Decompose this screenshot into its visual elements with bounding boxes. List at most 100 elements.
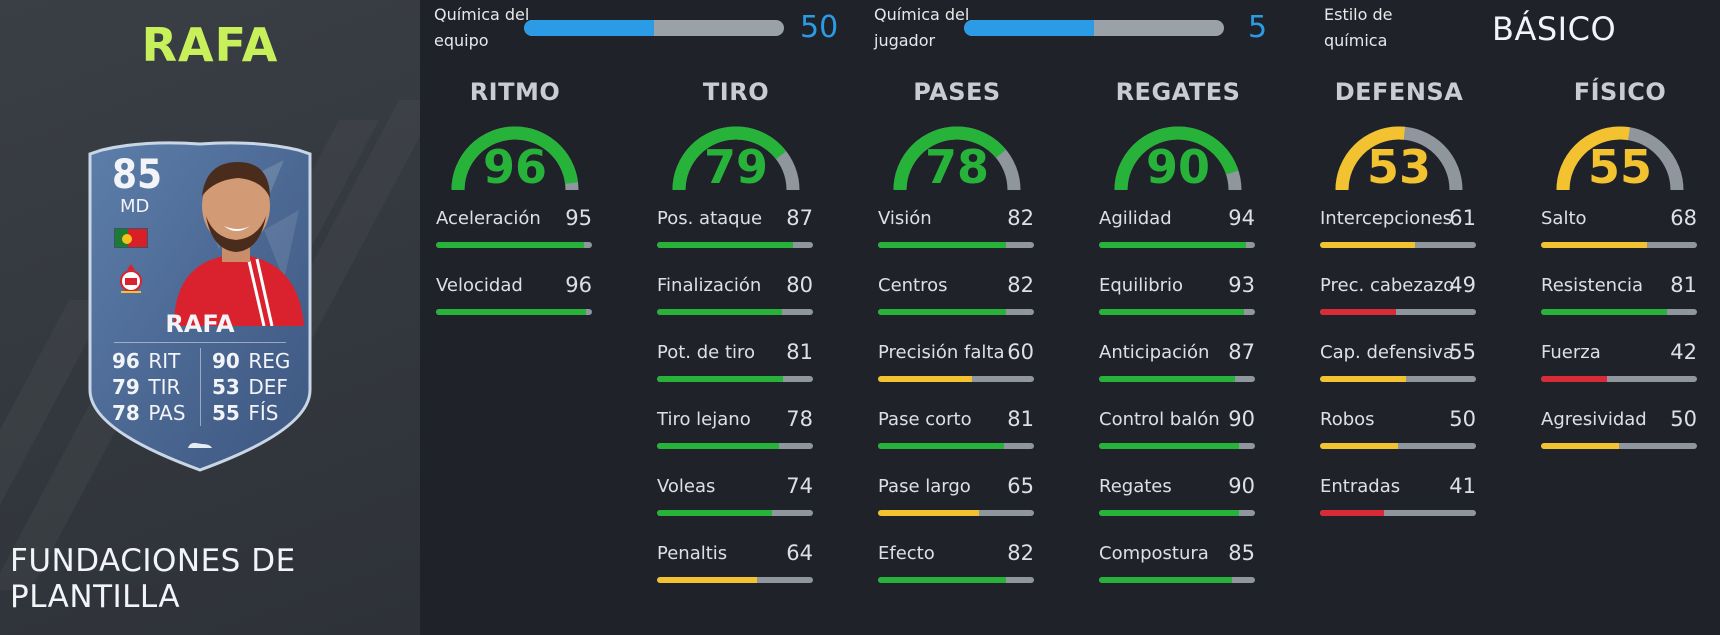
attribute-bar-fill [1320, 242, 1416, 248]
attribute-name: Anticipación [1099, 342, 1210, 363]
category-gauge: 79 [657, 112, 815, 202]
attribute-bar [657, 510, 813, 516]
attribute-name: Equilibrio [1099, 275, 1184, 296]
attribute-bar-fill [1541, 376, 1607, 382]
gauge-arc [893, 126, 1021, 191]
attribute-bar-fill [878, 242, 1006, 248]
attribute-bar-fill [657, 510, 773, 516]
category-gauge: 55 [1541, 112, 1699, 202]
attribute-bar [878, 309, 1034, 315]
attribute-row: Anticipación 87 [1099, 336, 1257, 403]
attribute-bar [878, 577, 1034, 583]
player-photo [174, 162, 304, 326]
attribute-row: Visión 82 [878, 202, 1036, 269]
category-name: TIRO [702, 78, 770, 106]
attribute-row: Agresividad 50 [1541, 403, 1699, 470]
attribute-value: 50 [1670, 407, 1697, 431]
attribute-bar [657, 242, 813, 248]
attribute-name: Voleas [657, 476, 716, 497]
attribute-bar-fill [1320, 510, 1384, 516]
attribute-name: Agilidad [1099, 208, 1172, 229]
attribute-row: Velocidad 96 [436, 269, 594, 336]
category-value: 53 [1366, 140, 1431, 194]
attribute-name: Fuerza [1541, 342, 1601, 363]
attribute-value: 82 [1007, 541, 1034, 565]
attribute-row: Aceleración 95 [436, 202, 594, 269]
category-value: 90 [1145, 140, 1210, 194]
player-card[interactable]: 85 MD RAFA 96 RIT 79 TIR 78 PAS 90 REG 5… [84, 140, 316, 476]
attribute-name: Regates [1099, 476, 1172, 497]
attribute-bar [1541, 242, 1697, 248]
attribute-value: 87 [786, 206, 813, 230]
card-divider [114, 342, 286, 343]
attribute-bar-fill [878, 309, 1006, 315]
gauge-fill [1556, 126, 1684, 191]
attribute-bar-fill [657, 577, 757, 583]
attribute-value: 64 [786, 541, 813, 565]
attribute-row: Agilidad 94 [1099, 202, 1257, 269]
attribute-bar-fill [436, 242, 585, 248]
stat-column-1: TIRO 79 Pos. ataque 87 Finalización 80 Pot. de… [657, 78, 815, 604]
attribute-value: 90 [1228, 474, 1255, 498]
attribute-name: Robos [1320, 409, 1375, 430]
portugal-flag-icon [114, 228, 148, 248]
card-stat: 53 DEF [212, 375, 288, 399]
category-value: 96 [482, 140, 547, 194]
attribute-row: Robos 50 [1320, 403, 1478, 470]
attribute-value: 82 [1007, 273, 1034, 297]
benfica-crest-icon [120, 264, 142, 293]
attribute-name: Visión [878, 208, 932, 229]
card-type-title: FUNDACIONES DE PLANTILLA [10, 543, 296, 615]
attribute-row: Resistencia 81 [1541, 269, 1699, 336]
attribute-value: 87 [1228, 340, 1255, 364]
attribute-bar [1099, 376, 1255, 382]
category-name: DEFENSA [1334, 78, 1464, 106]
card-player-name: RAFA [165, 310, 235, 338]
attribute-name: Intercepciones [1320, 208, 1453, 229]
category-gauge: 96 [436, 112, 594, 202]
attribute-bar [1320, 309, 1476, 315]
player-chemistry-label: Química del jugador [874, 5, 970, 50]
attribute-name: Velocidad [436, 275, 523, 296]
attribute-bar-fill [878, 577, 1006, 583]
team-chemistry-value: 50 [800, 10, 839, 45]
attribute-bar-fill [1099, 376, 1235, 382]
attribute-value: 81 [1007, 407, 1034, 431]
attribute-name: Precisión falta [878, 342, 1005, 363]
attribute-row: Salto 68 [1541, 202, 1699, 269]
stat-column-4: DEFENSA 53 Intercepciones 61 Prec. cabezazo 4… [1320, 78, 1478, 537]
attribute-name: Cap. defensiva [1320, 342, 1454, 363]
player-panel: RAFA 85 MD [0, 0, 420, 635]
attribute-name: Pot. de tiro [657, 342, 756, 363]
attribute-bar [1099, 577, 1255, 583]
attribute-bar-fill [1099, 309, 1245, 315]
gauge-arc [672, 126, 800, 191]
attribute-bar-fill [878, 510, 980, 516]
gauge-fill [893, 126, 1021, 191]
card-divider [200, 348, 201, 426]
attribute-bar [1099, 309, 1255, 315]
category-gauge: 53 [1320, 112, 1478, 202]
attribute-bar [436, 309, 592, 315]
gauge-fill [1114, 126, 1242, 191]
card-stat: 78 PAS [112, 401, 186, 425]
player-chemistry-fill [964, 20, 1094, 36]
attribute-row: Regates 90 [1099, 470, 1257, 537]
attribute-value: 82 [1007, 206, 1034, 230]
attribute-bar [1541, 443, 1697, 449]
attribute-row: Tiro lejano 78 [657, 403, 815, 470]
gauge-arc [451, 126, 579, 191]
attribute-bar [657, 443, 813, 449]
gauge-arc [1556, 126, 1684, 191]
attribute-row: Control balón 90 [1099, 403, 1257, 470]
attribute-row: Centros 82 [878, 269, 1036, 336]
attribute-bar-fill [1099, 443, 1240, 449]
attribute-name: Resistencia [1541, 275, 1643, 296]
attribute-bar-fill [1320, 376, 1406, 382]
attribute-row: Penaltis 64 [657, 537, 815, 604]
card-stat: 90 REG [212, 349, 291, 373]
card-stats-left: 96 RIT 79 TIR 78 PAS [112, 348, 186, 426]
attribute-value: 74 [786, 474, 813, 498]
chemistry-style-value[interactable]: BÁSICO [1492, 10, 1617, 48]
attribute-value: 60 [1007, 340, 1034, 364]
